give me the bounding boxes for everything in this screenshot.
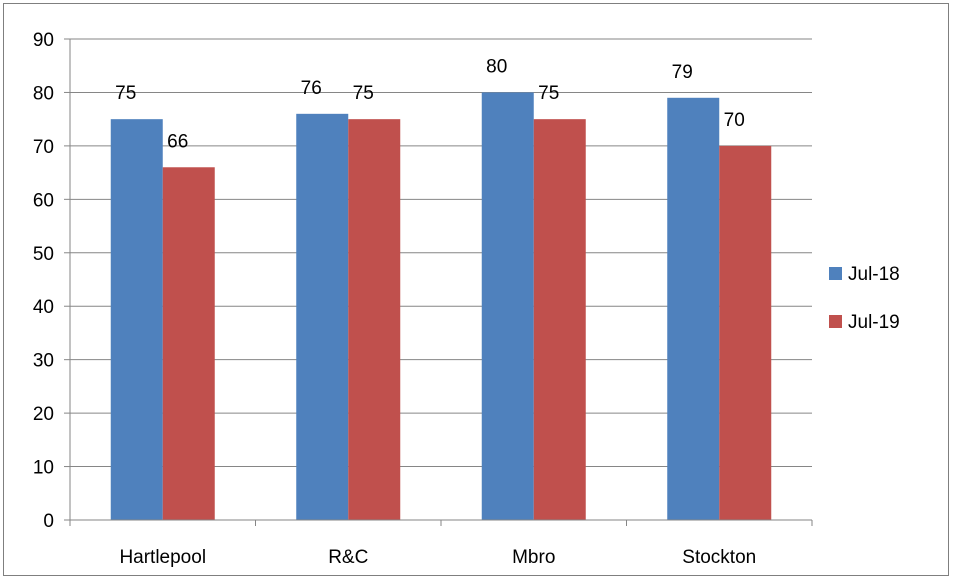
data-label: 75 [353,83,374,104]
legend-swatch [829,315,842,328]
data-label: 66 [167,131,188,152]
y-tick-label: 20 [33,404,54,425]
y-tick-label: 0 [43,511,54,532]
bar-jul-18-0 [110,119,163,521]
y-tick-label: 50 [33,244,54,265]
y-tick-label: 80 [33,83,54,104]
bar-jul-19-1 [348,119,401,521]
y-tick-label: 40 [33,297,54,318]
legend: Jul-18 Jul-19 [829,264,900,333]
legend-label: Jul-19 [848,312,900,333]
bars [110,92,772,521]
bar-jul-19-3 [719,145,772,520]
data-label: 80 [486,56,507,77]
data-label: 75 [115,83,136,104]
bar-jul-18-1 [296,113,349,521]
bar-jul-19-0 [162,167,215,520]
legend-swatch [829,267,842,280]
data-label: 70 [724,110,745,131]
axes [69,39,812,521]
y-tick-label: 30 [33,351,54,372]
x-tick-label: Mbro [512,547,555,568]
bar-jul-18-3 [667,97,720,521]
y-tick-label: 90 [33,30,54,51]
data-labels: 75 66 76 75 80 75 79 70 [115,56,745,152]
x-axis-ticks: Hartlepool R&C Mbro Stockton [69,520,813,568]
y-tick-label: 10 [33,458,54,479]
x-tick-label: Hartlepool [119,547,206,568]
bar-jul-18-2 [481,92,534,520]
y-tick-label: 60 [33,190,54,211]
legend-label: Jul-18 [848,264,900,285]
data-label: 76 [301,78,322,99]
data-label: 75 [538,83,559,104]
data-label: 79 [672,62,693,83]
x-tick-label: R&C [328,547,368,568]
x-tick-label: Stockton [682,547,756,568]
bar-jul-19-2 [533,119,586,521]
y-tick-label: 70 [33,137,54,158]
y-axis-ticks: 0 10 20 30 40 50 60 70 80 90 [33,30,70,532]
